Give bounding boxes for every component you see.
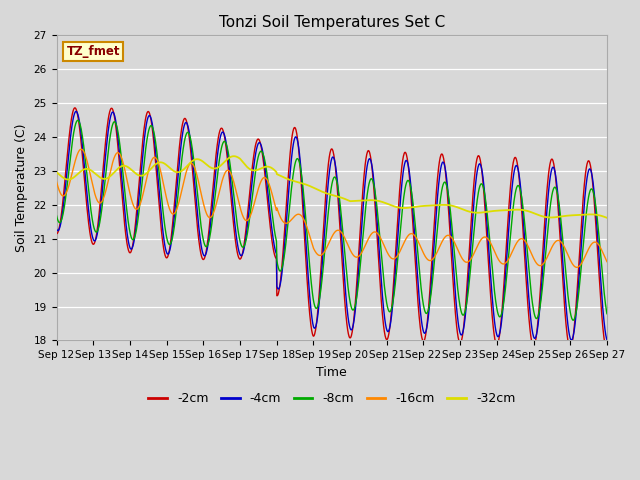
Title: Tonzi Soil Temperatures Set C: Tonzi Soil Temperatures Set C (219, 15, 445, 30)
Y-axis label: Soil Temperature (C): Soil Temperature (C) (15, 124, 28, 252)
Text: TZ_fmet: TZ_fmet (67, 45, 120, 58)
Legend: -2cm, -4cm, -8cm, -16cm, -32cm: -2cm, -4cm, -8cm, -16cm, -32cm (143, 387, 520, 410)
X-axis label: Time: Time (316, 366, 347, 379)
